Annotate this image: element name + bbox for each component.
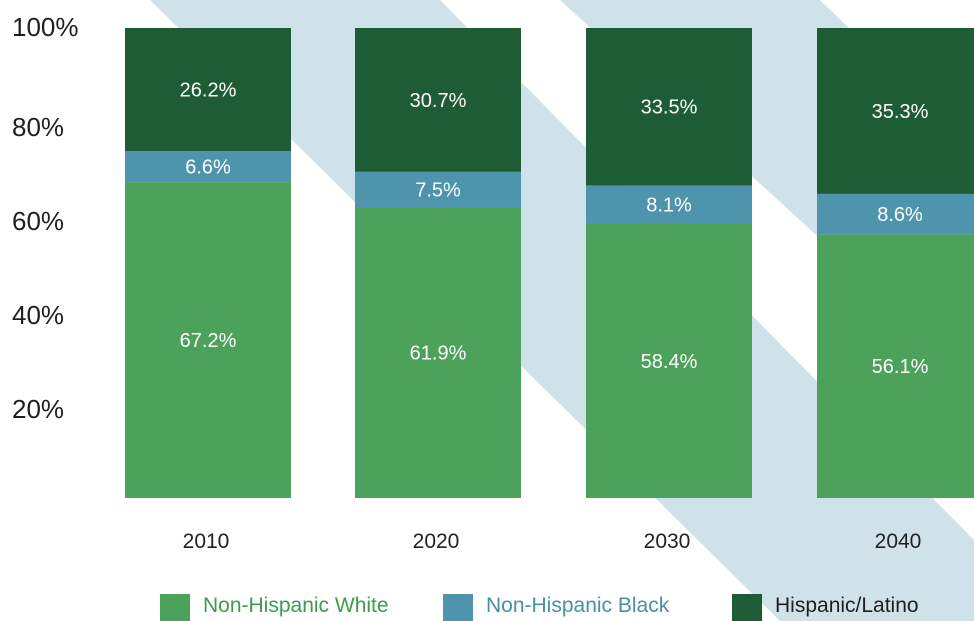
data-label: 56.1%	[872, 356, 929, 378]
y-tick-label: 60%	[12, 206, 64, 236]
x-tick-label: 2020	[413, 530, 460, 553]
legend-label: Hispanic/Latino	[775, 594, 919, 617]
bar-segment	[817, 234, 974, 498]
bar-segment	[586, 28, 752, 186]
legend: Non-Hispanic White Non-Hispanic Black Hisp…	[160, 594, 919, 621]
bar-segment	[355, 171, 521, 208]
legend-swatch	[160, 594, 190, 621]
bar-segment	[125, 28, 291, 152]
data-label: 6.6%	[185, 157, 231, 179]
bars: 67.2% 6.6% 26.2% 61.9% 7.5% 30.7% 58.4% 8.1% 33.…	[125, 28, 974, 498]
y-tick-label: 100%	[12, 12, 79, 42]
y-tick-label: 80%	[12, 112, 64, 142]
x-axis-ticks: 2010 2020 2030 2040	[183, 530, 922, 553]
data-label: 26.2%	[180, 80, 237, 102]
bar-segment	[586, 185, 752, 224]
legend-label: Non-Hispanic Black	[486, 594, 670, 617]
legend-swatch	[732, 594, 762, 621]
x-tick-label: 2010	[183, 530, 230, 553]
data-label: 58.4%	[641, 351, 698, 373]
data-label: 35.3%	[872, 101, 929, 123]
data-label: 8.6%	[877, 204, 923, 226]
data-label: 61.9%	[410, 343, 467, 365]
data-label: 33.5%	[641, 97, 698, 119]
bar-segment	[586, 223, 752, 498]
y-tick-label: 20%	[12, 394, 64, 424]
bar-segment	[355, 207, 521, 498]
x-tick-label: 2030	[644, 530, 691, 553]
bar-segment	[355, 28, 521, 172]
legend-label: Non-Hispanic White	[203, 594, 389, 617]
legend-swatch	[443, 594, 473, 621]
data-label: 67.2%	[180, 330, 237, 352]
bar-segment	[817, 193, 974, 235]
y-tick-label: 40%	[12, 300, 64, 330]
bar-segment	[125, 151, 291, 183]
data-label: 7.5%	[415, 179, 461, 201]
x-tick-label: 2040	[875, 530, 922, 553]
data-label: 8.1%	[646, 194, 692, 216]
y-axis-ticks: 20% 40% 60% 80% 100%	[12, 12, 79, 424]
bar-segment	[817, 28, 974, 194]
bar-segment	[125, 182, 291, 498]
data-label: 30.7%	[410, 90, 467, 112]
